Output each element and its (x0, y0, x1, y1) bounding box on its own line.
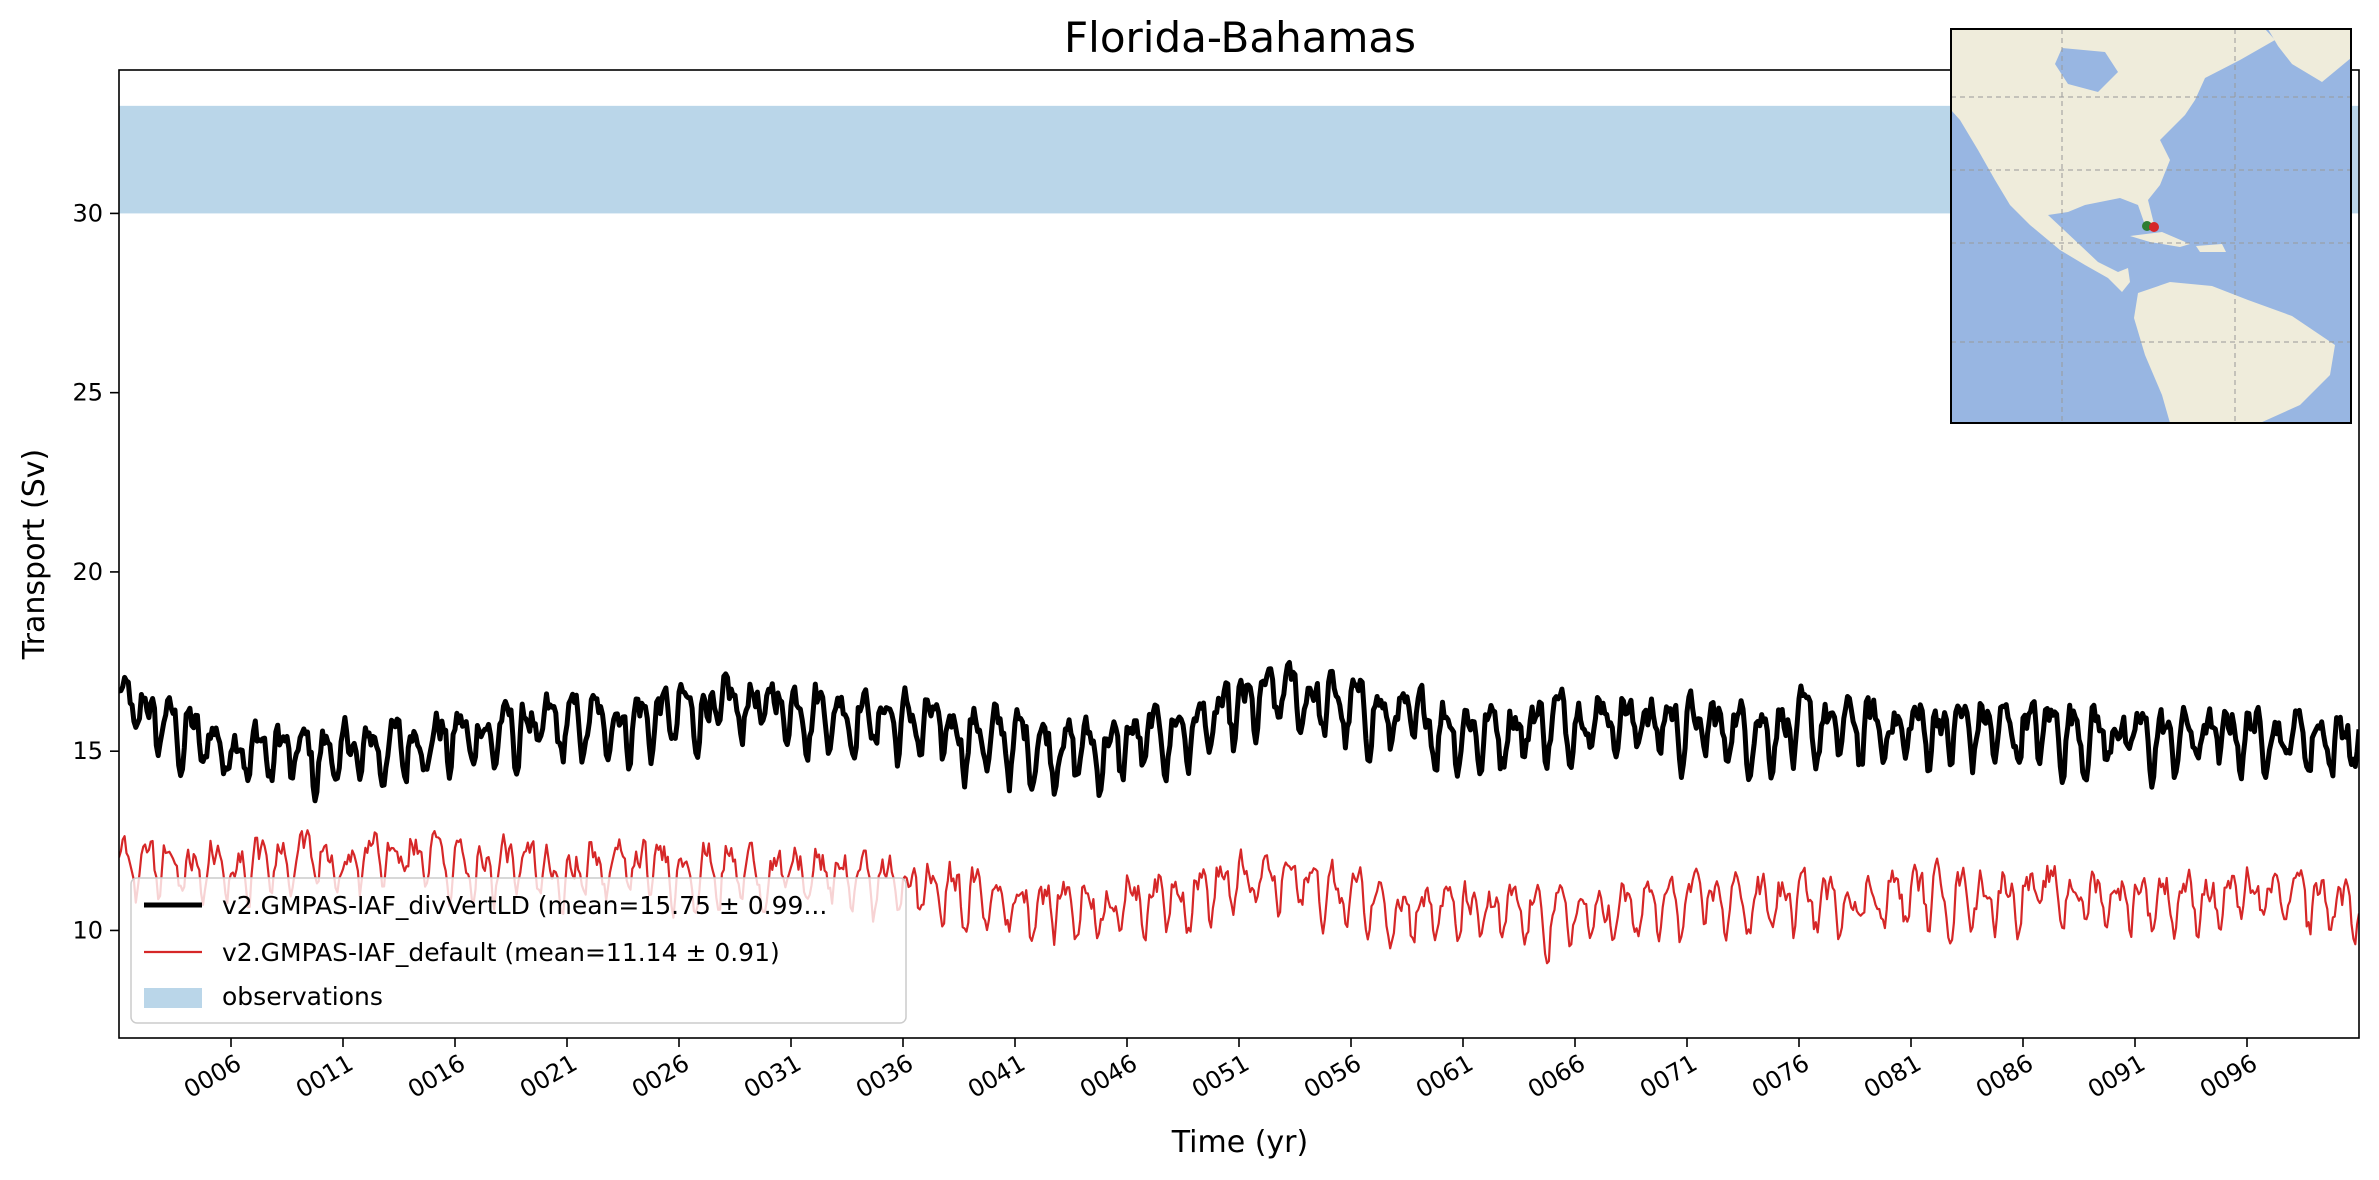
x-tick-label: 0041 (963, 1049, 1030, 1104)
y-tick-label: 20 (72, 558, 103, 586)
inset-map (1950, 28, 2352, 424)
map-greenland (2268, 29, 2351, 82)
map-north-america (1951, 29, 2275, 292)
legend-label-divvertld: v2.GMPAS-IAF_divVertLD (mean=15.75 ± 0.9… (222, 891, 827, 920)
x-tick-label: 0061 (1411, 1049, 1478, 1104)
legend: v2.GMPAS-IAF_divVertLD (mean=15.75 ± 0.9… (130, 877, 907, 1024)
x-tick-label: 0036 (851, 1049, 918, 1104)
legend-label-observations: observations (222, 982, 383, 1011)
y-axis: 10 15 20 25 30 (72, 199, 119, 944)
x-tick-label: 0071 (1635, 1049, 1702, 1104)
x-tick-label: 0091 (2083, 1049, 2150, 1104)
legend-label-default: v2.GMPAS-IAF_default (mean=11.14 ± 0.91) (222, 938, 780, 967)
y-axis-label: Transport (Sv) (17, 449, 52, 661)
y-tick-label: 25 (72, 379, 103, 407)
y-tick-label: 15 (72, 737, 103, 765)
map-hispaniola (2196, 244, 2226, 252)
x-tick-label: 0011 (291, 1049, 358, 1104)
x-tick-label: 0031 (739, 1049, 806, 1104)
map-hudson-bay (2055, 48, 2118, 92)
x-tick-label: 0066 (1523, 1049, 1590, 1104)
series-line-divvertld (119, 659, 2359, 804)
map-gridlines (1951, 29, 2351, 423)
map-south-america (2134, 282, 2335, 423)
y-tick-label: 30 (72, 199, 103, 227)
map-cuba (2130, 232, 2190, 247)
x-axis: 0006 0011 0016 0021 0026 0031 0036 0041 0046 0051… (179, 1038, 2262, 1104)
x-tick-label: 0046 (1075, 1049, 1142, 1104)
x-tick-label: 0006 (179, 1049, 246, 1104)
x-tick-label: 0026 (627, 1049, 694, 1104)
legend-swatch-observations (144, 988, 202, 1008)
x-tick-label: 0081 (1859, 1049, 1926, 1104)
x-axis-label: Time (yr) (1171, 1125, 1308, 1160)
transect-point-red (2149, 222, 2159, 232)
x-tick-label: 0051 (1187, 1049, 1254, 1104)
y-tick-label: 10 (72, 916, 103, 944)
x-tick-label: 0056 (1299, 1049, 1366, 1104)
x-tick-label: 0021 (515, 1049, 582, 1104)
chart-title: Florida-Bahamas (1064, 13, 1416, 62)
x-tick-label: 0076 (1747, 1049, 1814, 1104)
x-tick-label: 0086 (1971, 1049, 2038, 1104)
x-tick-label: 0096 (2195, 1049, 2262, 1104)
inset-map-frame (1950, 28, 2352, 424)
legend-box (130, 877, 907, 1024)
x-tick-label: 0016 (403, 1049, 470, 1104)
